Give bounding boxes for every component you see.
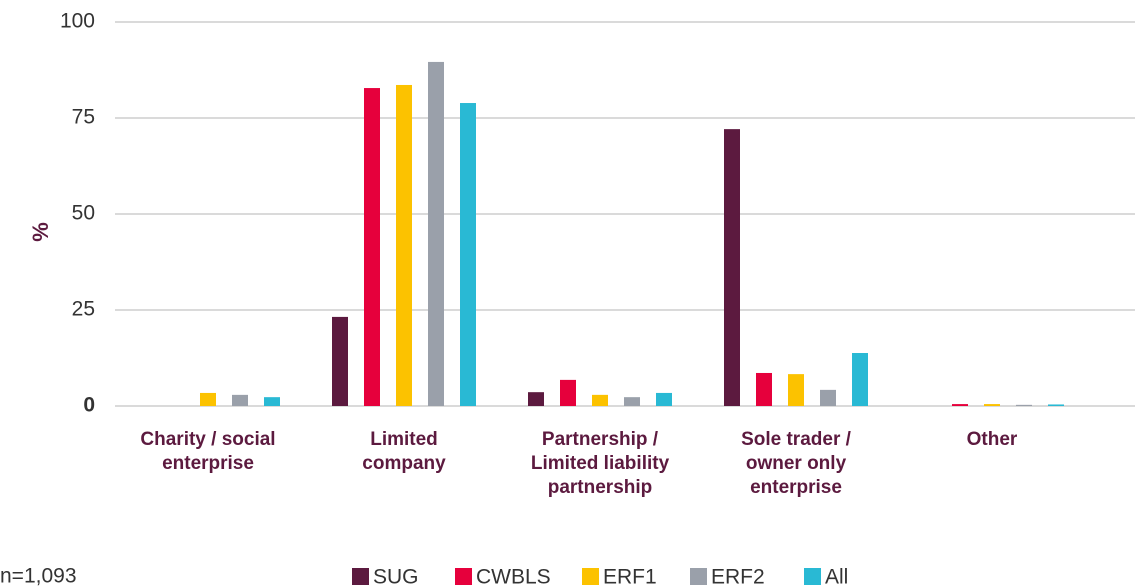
- bar: [364, 88, 380, 406]
- bar: [1048, 404, 1064, 406]
- bar: [984, 404, 1000, 406]
- bar: [332, 316, 348, 406]
- legend-label: ERF1: [603, 566, 657, 588]
- y-axis-label: %: [28, 222, 53, 242]
- bar: [952, 404, 968, 406]
- x-tick-label: company: [362, 453, 446, 474]
- legend-swatch: [352, 568, 369, 585]
- bar: [232, 394, 248, 406]
- y-tick-label: 0: [83, 394, 95, 417]
- y-tick-label: 100: [60, 10, 95, 33]
- legend-swatch: [804, 568, 821, 585]
- bar: [852, 353, 868, 406]
- bar: [528, 392, 544, 406]
- bar: [1016, 404, 1032, 406]
- y-tick-label: 50: [72, 202, 95, 225]
- legend-label: All: [825, 566, 848, 588]
- bar: [200, 392, 216, 406]
- x-tick-label: enterprise: [162, 453, 254, 474]
- x-tick-label: partnership: [548, 477, 653, 498]
- bar: [756, 372, 772, 406]
- y-tick-label: 75: [72, 106, 95, 129]
- x-tick-label: Limited: [370, 429, 438, 450]
- legend-swatch: [690, 568, 707, 585]
- bar: [428, 61, 444, 406]
- bar: [592, 394, 608, 406]
- x-tick-label: Limited liability: [531, 453, 670, 474]
- x-tick-label: Partnership /: [542, 429, 659, 450]
- y-tick-label: 25: [72, 298, 95, 321]
- bar: [788, 374, 804, 406]
- legend-swatch: [455, 568, 472, 585]
- x-tick-label: Other: [967, 429, 1018, 450]
- bar: [724, 129, 740, 407]
- bar: [624, 397, 640, 406]
- bar: [460, 103, 476, 407]
- x-tick-label: enterprise: [750, 477, 842, 498]
- bar: [656, 392, 672, 406]
- note: n=1,093: [0, 565, 77, 588]
- legend-label: ERF2: [711, 566, 765, 588]
- bar: [560, 379, 576, 406]
- bar: [264, 397, 280, 406]
- bar: [820, 389, 836, 406]
- x-tick-label: Sole trader /: [741, 429, 852, 450]
- legend-swatch: [582, 568, 599, 585]
- x-tick-label: owner only: [746, 453, 847, 474]
- bar: [396, 84, 412, 406]
- legend-label: CWBLS: [476, 566, 551, 588]
- legend-label: SUG: [373, 566, 419, 588]
- x-tick-label: Charity / social: [140, 429, 275, 450]
